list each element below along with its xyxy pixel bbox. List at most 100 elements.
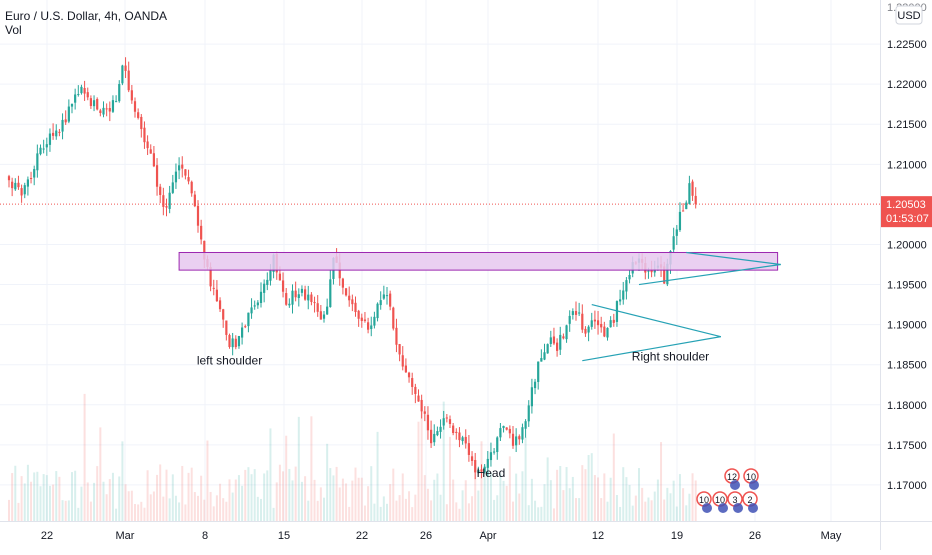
candle-body — [625, 280, 628, 292]
volume-bar — [86, 482, 89, 521]
x-tick-label: Mar — [116, 530, 135, 542]
event-marker: 10 — [743, 468, 759, 490]
volume-bar — [367, 486, 370, 521]
candle-body — [571, 311, 574, 315]
volume-bar — [631, 505, 634, 521]
candle-body — [250, 307, 253, 314]
volume-bar — [417, 421, 420, 521]
candle-body — [26, 179, 29, 187]
volume-bar — [300, 481, 303, 521]
candle-body — [379, 300, 382, 306]
volume-bar — [351, 480, 354, 521]
candle-body — [159, 186, 162, 195]
candle-body — [392, 307, 395, 329]
volume-bar — [634, 495, 637, 521]
candle-body — [452, 425, 455, 433]
volume-bar — [600, 498, 603, 521]
volume-bar — [675, 506, 678, 521]
volume-bar — [253, 469, 256, 521]
candle-body — [178, 165, 181, 171]
volume-bar — [625, 477, 628, 521]
candle-body — [650, 270, 653, 273]
candle-body — [574, 310, 578, 315]
candle-body — [190, 181, 193, 194]
volume-bar — [606, 501, 609, 521]
volume-bar — [363, 505, 366, 521]
candle-body — [137, 112, 140, 118]
volume-bar — [518, 493, 521, 521]
volume-indicator-label[interactable]: Vol — [5, 23, 22, 37]
volume-bar — [335, 466, 338, 521]
volume-bar — [449, 436, 451, 521]
candle-body — [7, 176, 11, 181]
volume-bar — [647, 497, 650, 521]
volume-bar — [414, 494, 417, 521]
triangle-pattern-upper — [686, 251, 781, 266]
candle-body — [300, 288, 304, 293]
candle-body — [609, 320, 612, 328]
economic-events[interactable]: 12 10 10 10 3 2 — [696, 468, 759, 513]
candle-body — [140, 116, 143, 130]
candle-body — [442, 418, 445, 426]
volume-bar — [565, 467, 568, 521]
candle-body — [162, 195, 165, 207]
volume-bar — [590, 453, 593, 521]
volume-bar — [285, 435, 288, 521]
volume-bar — [83, 393, 86, 521]
volume-bar — [433, 479, 436, 521]
candle-body — [124, 65, 127, 71]
candle-body — [414, 386, 417, 395]
volume-bar — [581, 465, 584, 521]
y-tick-label: 1.20000 — [887, 239, 927, 251]
volume-bar — [310, 416, 313, 521]
candle-body — [499, 428, 502, 438]
volume-bar — [197, 495, 199, 521]
candle-body — [307, 294, 310, 301]
candle-body — [269, 270, 272, 281]
volume-bar — [278, 464, 281, 521]
candle-body — [615, 301, 619, 322]
volume-bar — [45, 475, 48, 521]
volume-bar — [338, 487, 341, 521]
volume-bar — [389, 484, 392, 521]
symbol-title[interactable]: Euro / U.S. Dollar, 4h, OANDA — [5, 9, 168, 23]
volume-bar — [628, 484, 631, 521]
volume-bar — [228, 479, 231, 521]
volume-bar — [39, 486, 42, 521]
candle-body — [508, 428, 511, 434]
x-tick-label: 19 — [671, 530, 683, 542]
volume-bar — [146, 470, 149, 521]
volume-bar — [496, 495, 499, 521]
volume-bar — [660, 442, 663, 521]
candle-body — [149, 149, 152, 154]
volume-bar — [162, 496, 165, 521]
volume-bar — [587, 455, 590, 521]
candle-body — [344, 288, 348, 296]
volume-bar — [93, 482, 96, 521]
candle-body — [181, 164, 184, 169]
candle-body — [622, 290, 625, 300]
candle-body — [511, 433, 515, 446]
volume-bars — [8, 393, 697, 521]
x-tick-label: 22 — [356, 530, 368, 542]
volume-bar — [256, 496, 259, 521]
volume-bar — [297, 416, 300, 521]
event-marker: 12 — [724, 468, 740, 490]
volume-bar — [543, 484, 546, 521]
volume-bar — [404, 498, 407, 521]
x-tick-label: 22 — [41, 530, 53, 542]
candle-body — [411, 378, 414, 387]
candle-body — [694, 195, 697, 205]
volume-bar — [360, 477, 363, 521]
event-marker: 2 — [742, 491, 758, 513]
candle-body — [234, 338, 237, 348]
candle-body — [89, 98, 92, 106]
candle-body — [241, 327, 244, 338]
volume-bar — [373, 503, 376, 521]
volume-bar — [515, 473, 518, 521]
candle-body — [212, 287, 215, 289]
volume-bar — [641, 487, 644, 521]
volume-bar — [398, 495, 401, 521]
volume-bar — [530, 478, 533, 521]
